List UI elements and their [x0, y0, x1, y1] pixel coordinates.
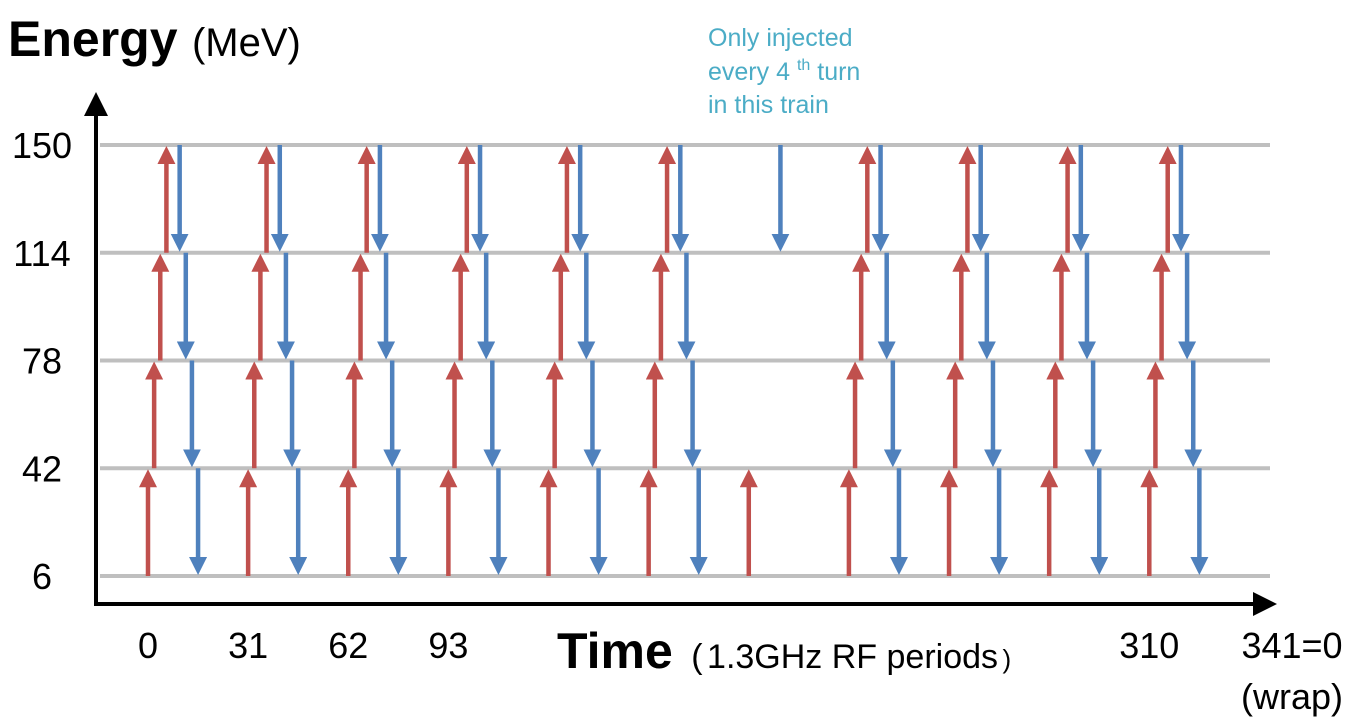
x-axis-title-close-paren: ) [1002, 644, 1011, 674]
y-tick-42: 42 [22, 448, 62, 489]
x-axis-title-bold: Time [557, 623, 673, 679]
x-tick-0: 0 [138, 625, 158, 666]
x-tick-62: 62 [328, 625, 368, 666]
annotation-line-2: every 4 th turn [708, 48, 860, 86]
x-tick-labels: 0 31 62 93 310 341=0 [138, 625, 1343, 666]
x-axis-title-unit: 1.3GHz RF periods [707, 638, 998, 676]
x-tick-31: 31 [228, 625, 268, 666]
x-tick-310: 310 [1119, 625, 1179, 666]
y-axis-title-unit: (MeV) [192, 21, 301, 65]
annotation-line-1: Only injected [708, 24, 853, 52]
annotation-line-2-sup: th [797, 57, 810, 74]
x-tick-93: 93 [428, 625, 468, 666]
x-axis-title: Time ( 1.3GHz RF periods ) [557, 623, 1011, 679]
y-tick-78: 78 [22, 341, 62, 382]
y-tick-labels: 6 42 78 114 150 [12, 125, 72, 597]
y-tick-150: 150 [12, 125, 72, 166]
y-tick-114: 114 [13, 233, 70, 274]
x-tick-341-eq-0: 341=0 [1241, 625, 1342, 666]
bunch-arrows [139, 145, 1209, 576]
annotation-line-3: in this train [708, 91, 829, 119]
injection-annotation: Only injected every 4 th turn in this tr… [708, 24, 860, 119]
y-axis-title: Energy (MeV) [8, 11, 301, 67]
x-axis-title-open-paren: ( [691, 638, 703, 676]
annotation-line-2-pre: every [708, 58, 776, 86]
annotation-line-2-num: 4 [776, 58, 790, 86]
y-axis-title-bold: Energy [8, 11, 178, 67]
y-tick-6: 6 [32, 556, 52, 597]
annotation-line-2-post: turn [817, 58, 860, 86]
energy-gridlines [100, 143, 1270, 578]
x-wrap-note: (wrap) [1241, 676, 1343, 717]
